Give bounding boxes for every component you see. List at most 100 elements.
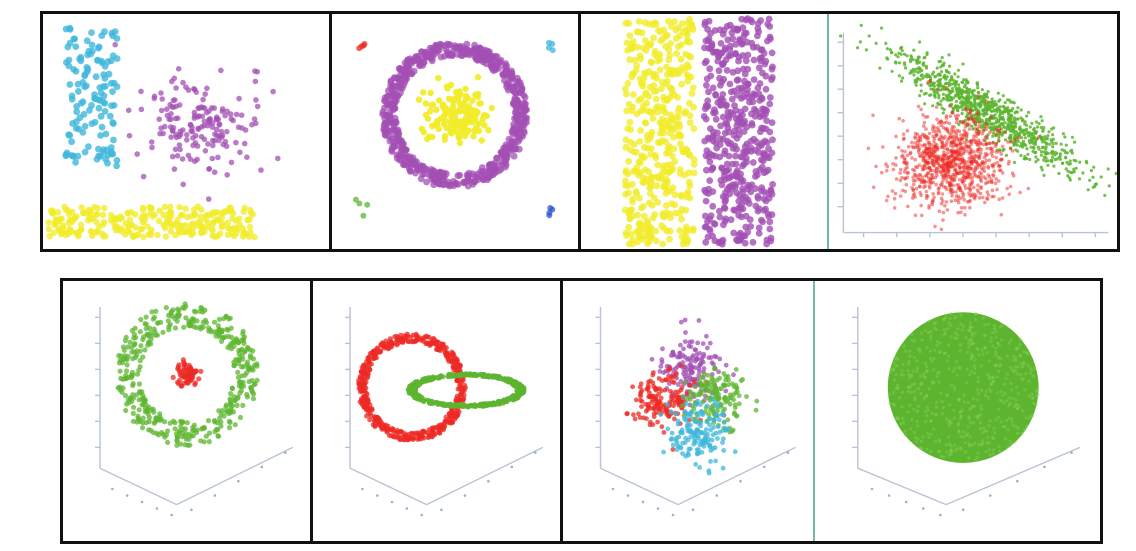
scatter-point bbox=[229, 215, 236, 222]
scatter-point bbox=[665, 120, 672, 127]
scatter-point bbox=[1039, 150, 1044, 154]
scatter-point bbox=[157, 414, 163, 420]
scatter-point bbox=[727, 216, 735, 224]
scatter-point bbox=[932, 139, 936, 143]
scatter-point bbox=[719, 193, 727, 201]
axes-3d bbox=[345, 307, 544, 517]
scatter-point bbox=[990, 188, 995, 193]
scatter-point bbox=[915, 80, 919, 84]
scatter-point bbox=[945, 86, 949, 91]
scatter-point bbox=[726, 80, 734, 88]
scatter-point bbox=[165, 439, 171, 445]
scatter-point bbox=[1064, 151, 1068, 155]
scatter-point bbox=[884, 162, 888, 166]
scatter-point bbox=[232, 397, 238, 403]
scatter-point bbox=[485, 127, 492, 134]
scatter-point bbox=[661, 96, 668, 104]
scatter-point bbox=[968, 188, 973, 192]
scatter-point bbox=[219, 132, 226, 139]
scatter-point bbox=[732, 152, 739, 160]
scatter-point bbox=[137, 329, 143, 335]
scatter-point bbox=[669, 89, 676, 96]
scatter-point bbox=[46, 233, 53, 240]
scatter-point bbox=[130, 356, 136, 362]
scatter-point bbox=[74, 152, 82, 160]
scatter-point bbox=[957, 122, 961, 127]
scatter-point bbox=[898, 194, 903, 198]
scatter-point bbox=[743, 90, 751, 97]
scatter-point bbox=[896, 55, 900, 59]
scatter-point bbox=[920, 73, 924, 77]
scatter-point bbox=[516, 89, 524, 97]
scatter-point bbox=[138, 106, 145, 113]
scatter-point bbox=[994, 142, 998, 146]
scatter-point bbox=[685, 178, 693, 186]
scatter-point bbox=[125, 344, 131, 350]
scatter-point bbox=[233, 139, 239, 146]
scatter-point bbox=[625, 158, 632, 165]
scatter-point bbox=[170, 374, 176, 380]
scatter-point bbox=[949, 164, 954, 169]
scatter-point bbox=[921, 76, 925, 80]
scatter-plot-5 bbox=[95, 301, 294, 517]
scatter-point bbox=[633, 110, 641, 118]
scatter-point bbox=[678, 205, 686, 213]
scatter-point bbox=[993, 113, 997, 117]
scatter-point bbox=[670, 126, 678, 133]
scatter-point bbox=[766, 94, 774, 101]
scatter-point bbox=[198, 133, 205, 140]
scatter-point bbox=[72, 43, 80, 50]
scatter-point bbox=[920, 154, 925, 158]
scatter-point bbox=[995, 187, 999, 192]
scatter-point bbox=[201, 105, 208, 111]
scatter-point bbox=[939, 99, 943, 103]
scatter-point bbox=[911, 175, 915, 180]
scatter-point bbox=[98, 123, 106, 131]
scatter-point bbox=[253, 120, 259, 127]
scatter-point bbox=[745, 200, 753, 207]
scatter-point bbox=[675, 104, 683, 112]
scatter-point bbox=[902, 52, 907, 56]
scatter-point bbox=[744, 228, 752, 236]
scatter-point bbox=[973, 105, 977, 109]
scatter-point bbox=[986, 193, 991, 197]
scatter-point bbox=[925, 52, 929, 57]
scatter-point bbox=[766, 100, 774, 108]
scatter-point bbox=[501, 77, 508, 84]
scatter-point bbox=[639, 178, 647, 186]
scatter-point bbox=[215, 433, 222, 439]
scatter-point bbox=[171, 75, 178, 82]
scatter-point bbox=[140, 354, 146, 360]
scatter-point bbox=[1000, 122, 1004, 126]
scatter-point bbox=[160, 211, 167, 218]
scatter-point bbox=[923, 166, 927, 171]
scatter-point bbox=[900, 49, 904, 53]
scatter-point bbox=[135, 231, 142, 238]
scatter-point bbox=[706, 65, 714, 73]
scatter-point bbox=[941, 210, 946, 215]
scatter-point bbox=[973, 108, 977, 112]
scatter-point bbox=[137, 390, 143, 396]
scatter-point bbox=[912, 172, 917, 177]
scatter-point bbox=[1012, 160, 1017, 165]
scatter-point bbox=[927, 206, 931, 210]
scatter-point bbox=[955, 89, 959, 94]
scatter-point bbox=[644, 240, 651, 248]
scatter-point bbox=[462, 85, 469, 93]
scatter-point bbox=[934, 169, 939, 174]
scatter-point bbox=[1072, 167, 1076, 171]
scatter-point bbox=[64, 207, 72, 214]
scatter-point bbox=[954, 99, 958, 103]
scatter-point bbox=[747, 223, 755, 230]
scatter-point bbox=[1027, 134, 1031, 138]
scatter-point bbox=[205, 212, 212, 219]
scatter-point bbox=[704, 25, 711, 33]
scatter-point bbox=[973, 100, 977, 104]
panel-ring-and-core bbox=[332, 14, 581, 249]
scatter-point bbox=[640, 75, 648, 82]
scatter-point bbox=[989, 115, 993, 120]
scatter-point bbox=[235, 369, 241, 375]
scatter-point bbox=[719, 236, 727, 244]
scatter-point bbox=[930, 200, 934, 205]
scatter-point bbox=[667, 40, 674, 47]
